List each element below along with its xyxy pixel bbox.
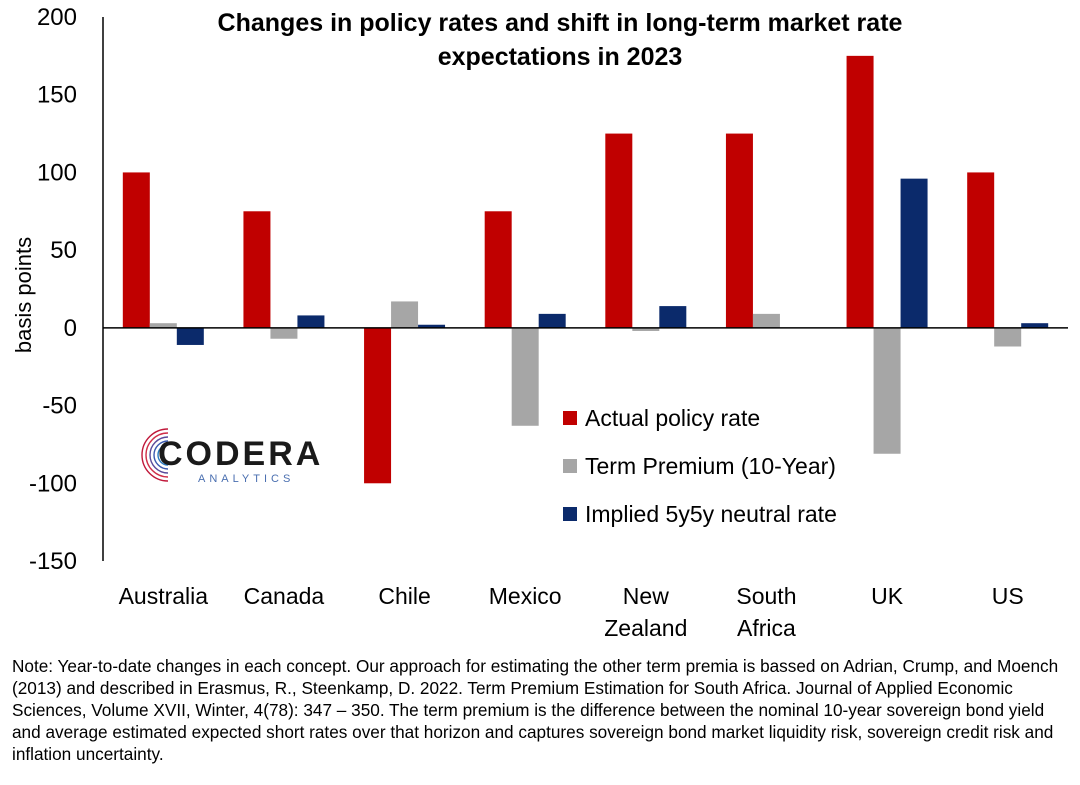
x-tick-label: UK	[871, 583, 904, 609]
codera-logo-mark	[141, 428, 169, 482]
x-tick-label: US	[992, 583, 1024, 609]
chart: 200 150 100 50 0 -50 -100 -150 Australia Canada Ch…	[29, 4, 1068, 641]
bar	[484, 211, 512, 328]
y-tick-label: 100	[37, 159, 77, 186]
logo-wordmark: CODERA	[158, 435, 324, 473]
bar	[418, 324, 446, 328]
chart-title: Changes in policy rates and shift in lon…	[217, 9, 903, 71]
y-tick-label: -100	[29, 470, 77, 497]
legend-swatch	[563, 411, 577, 425]
y-tick-label: -150	[29, 548, 77, 575]
y-tick-label: 0	[64, 315, 77, 342]
bar	[511, 327, 539, 426]
bar	[900, 178, 928, 328]
bar	[994, 327, 1022, 347]
legend-label: Term Premium (10-Year)	[585, 453, 836, 479]
codera-logo: CODERA ANALYTICS	[138, 423, 348, 489]
y-tick-label: 200	[37, 4, 77, 31]
bar	[538, 313, 566, 328]
legend-label: Actual policy rate	[585, 405, 760, 431]
legend-swatch	[563, 507, 577, 521]
bar	[967, 172, 995, 328]
x-tick-label: Canada	[244, 583, 325, 609]
logo-subtitle: ANALYTICS	[198, 473, 295, 485]
legend-label: Implied 5y5y neutral rate	[585, 501, 837, 527]
bar	[873, 327, 901, 454]
bar	[297, 315, 325, 328]
bar	[391, 301, 419, 328]
bar	[1021, 323, 1049, 328]
y-tick-label: 50	[50, 237, 77, 264]
bar	[725, 133, 753, 328]
legend-swatch	[563, 459, 577, 473]
x-tick-label: Mexico	[489, 583, 562, 609]
bar	[270, 327, 298, 339]
x-tick-label: Chile	[378, 583, 430, 609]
bar	[176, 327, 204, 345]
footnote: Note: Year-to-date changes in each conce…	[12, 656, 1059, 764]
y-tick-label: 150	[37, 82, 77, 109]
y-tick-label: -50	[42, 393, 77, 420]
x-tick-label: South Africa	[736, 583, 796, 641]
y-axis-label: basis points	[11, 236, 36, 354]
bar	[659, 306, 687, 328]
bar	[122, 172, 150, 328]
bar	[149, 323, 177, 328]
bar	[846, 55, 874, 328]
bar	[752, 313, 780, 328]
bar	[632, 327, 660, 331]
bar	[243, 211, 271, 328]
x-tick-label: Australia	[119, 583, 209, 609]
bar	[364, 327, 392, 484]
bar	[605, 133, 633, 328]
x-tick-label: New Zealand	[604, 583, 687, 641]
